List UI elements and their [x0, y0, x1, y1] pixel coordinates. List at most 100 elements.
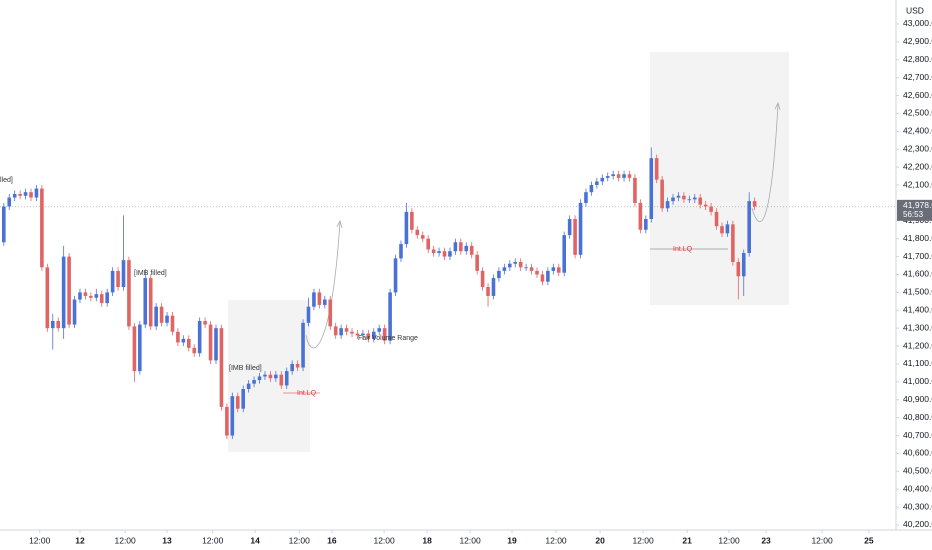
- y-tick-label: 40,500.0: [903, 466, 932, 476]
- candle-body: [12, 193, 17, 198]
- candle-body: [682, 195, 686, 200]
- y-tick-label: 42,800.0: [903, 54, 932, 64]
- candle-body: [627, 174, 632, 178]
- candle-body: [448, 251, 452, 257]
- candle-body: [7, 197, 12, 207]
- x-tick-label: 12:00: [811, 535, 833, 545]
- candle-body: [752, 201, 757, 207]
- candle-body: [29, 192, 33, 198]
- candle-body: [366, 333, 371, 339]
- candle-body: [284, 371, 289, 386]
- candle-body: [437, 251, 441, 254]
- candle-body: [703, 204, 708, 207]
- candle-body: [312, 292, 316, 307]
- candle-body: [208, 324, 213, 361]
- x-tick-label: 19: [507, 535, 517, 545]
- candle-body: [94, 294, 99, 298]
- x-tick-label: 13: [162, 535, 172, 545]
- candle-body: [671, 197, 675, 202]
- annotation: Int.LQ: [673, 246, 693, 253]
- candle-body: [246, 383, 251, 390]
- candle-body: [546, 270, 550, 282]
- candle-body: [143, 278, 148, 325]
- candle-body: [40, 188, 44, 268]
- candle-body: [736, 261, 741, 277]
- y-tick-label: 40,600.0: [903, 448, 932, 458]
- candle-body: [290, 363, 294, 372]
- candle-body: [442, 251, 447, 257]
- y-tick-label: 41,300.0: [903, 322, 932, 332]
- candle-body: [148, 278, 153, 327]
- projection-arrow: [751, 103, 779, 223]
- candle-body: [203, 321, 207, 325]
- x-tick-label: 12:00: [373, 535, 395, 545]
- candle-body: [344, 328, 349, 332]
- candle-body: [2, 206, 6, 243]
- candle-body: [301, 322, 305, 368]
- candle-body: [573, 219, 577, 255]
- candle-body: [584, 192, 588, 203]
- candle-body: [426, 238, 430, 250]
- y-tick-label: 41,500.0: [903, 287, 932, 297]
- y-tick-label: 42,900.0: [903, 36, 932, 46]
- candle-body: [116, 270, 120, 288]
- candle-body: [567, 219, 572, 236]
- candle-body: [431, 249, 436, 254]
- y-tick-label: 41,200.0: [903, 340, 932, 350]
- x-tick-label: 16: [327, 535, 337, 545]
- candle-body: [529, 267, 534, 271]
- candle-body: [257, 376, 262, 381]
- y-tick-label: 42,700.0: [903, 72, 932, 82]
- candle-body: [459, 242, 463, 252]
- candle-body: [622, 174, 626, 178]
- candle-body: [486, 287, 490, 296]
- candle-body: [165, 315, 169, 323]
- candle-body: [328, 299, 333, 327]
- x-tick-label: 12:00: [632, 535, 654, 545]
- candle-body: [404, 211, 409, 245]
- candle-body: [535, 270, 539, 275]
- candle-body: [497, 270, 501, 279]
- candle-body: [72, 299, 77, 325]
- candle-body: [382, 328, 387, 341]
- candle-body: [393, 258, 398, 293]
- candle-body: [665, 201, 670, 209]
- candle-body: [453, 242, 458, 252]
- candle-body: [110, 270, 115, 293]
- candle-body: [513, 261, 518, 264]
- candle-body: [595, 181, 599, 186]
- candle-body: [23, 192, 28, 196]
- x-tick-label: 18: [422, 535, 432, 545]
- candle-body: [589, 185, 594, 193]
- x-tick-label: 23: [761, 535, 771, 545]
- candle-body: [219, 328, 224, 407]
- candle-body: [197, 321, 202, 354]
- candle-body: [339, 328, 343, 336]
- x-tick-label: 12:00: [29, 535, 51, 545]
- y-tick-label: 42,600.0: [903, 90, 932, 100]
- candle-body: [154, 306, 158, 327]
- candle-body: [45, 267, 50, 329]
- candle-body: [83, 292, 88, 296]
- y-tick-label: 40,200.0: [903, 519, 932, 529]
- candle-body: [578, 202, 583, 255]
- candle-body: [692, 197, 697, 200]
- candle-body: [649, 158, 654, 220]
- candle-body: [415, 229, 420, 236]
- candle-body: [67, 256, 71, 325]
- y-tick-label: 41,800.0: [903, 233, 932, 243]
- candle-body: [518, 261, 523, 268]
- candle-body: [230, 396, 235, 436]
- candle-body: [714, 211, 719, 227]
- zone: [650, 52, 789, 305]
- candle-body: [18, 193, 22, 196]
- candle-body: [524, 267, 528, 269]
- candle-body: [138, 324, 142, 372]
- candle-body: [263, 374, 267, 377]
- candle-body: [464, 245, 469, 252]
- y-tick-label: 41,100.0: [903, 358, 932, 368]
- candle-body: [121, 260, 126, 288]
- candle-body: [132, 326, 137, 372]
- candle-body: [214, 328, 218, 361]
- candle-body: [377, 328, 382, 332]
